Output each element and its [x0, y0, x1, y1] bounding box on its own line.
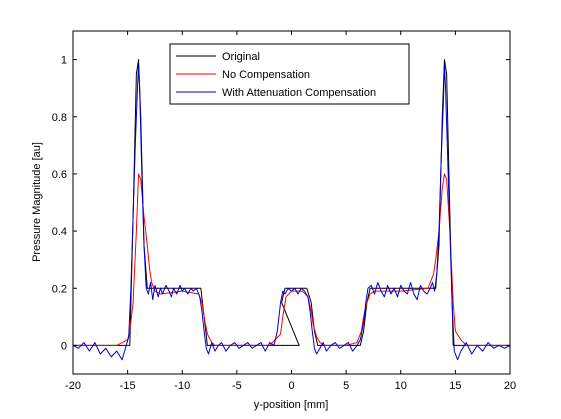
x-tick-label-2: -10	[174, 380, 190, 392]
x-tick-label-1: -15	[120, 380, 136, 392]
y-tick-label-4: 0.8	[52, 112, 67, 124]
x-axis-label: y-position [mm]	[254, 399, 329, 411]
x-tick-label-8: 20	[504, 380, 516, 392]
legend: Original No Compensation With Attenuation …	[169, 43, 410, 105]
x-tick-label-6: 10	[395, 380, 407, 392]
y-tick-label-2: 0.4	[52, 226, 67, 238]
legend-entry-2: With Attenuation Compensation	[222, 87, 376, 99]
y-tick-label-5: 1	[61, 55, 67, 67]
x-tick-label-4: 0	[288, 380, 294, 392]
y-tick-label-1: 0.2	[52, 283, 67, 295]
x-tick-label-3: -5	[232, 380, 242, 392]
y-tick-label-0: 0	[61, 340, 67, 352]
series-layer	[72, 59, 511, 361]
legend-entry-1: No Compensation	[222, 69, 310, 81]
x-tick-label-7: 15	[449, 380, 461, 392]
x-tick-label-5: 5	[343, 380, 349, 392]
x-tick-label-0: -20	[65, 380, 81, 392]
y-tick-label-3: 0.6	[52, 169, 67, 181]
tick-layer: -20 -15 -10 -5 0 5 10 15 20 0 0.2 0.4 0.6 0.8 1	[52, 31, 516, 392]
legend-entry-0: Original	[222, 51, 260, 63]
y-axis-label: Pressure Magnitude [au]	[31, 142, 43, 262]
series-line-2	[72, 64, 511, 361]
